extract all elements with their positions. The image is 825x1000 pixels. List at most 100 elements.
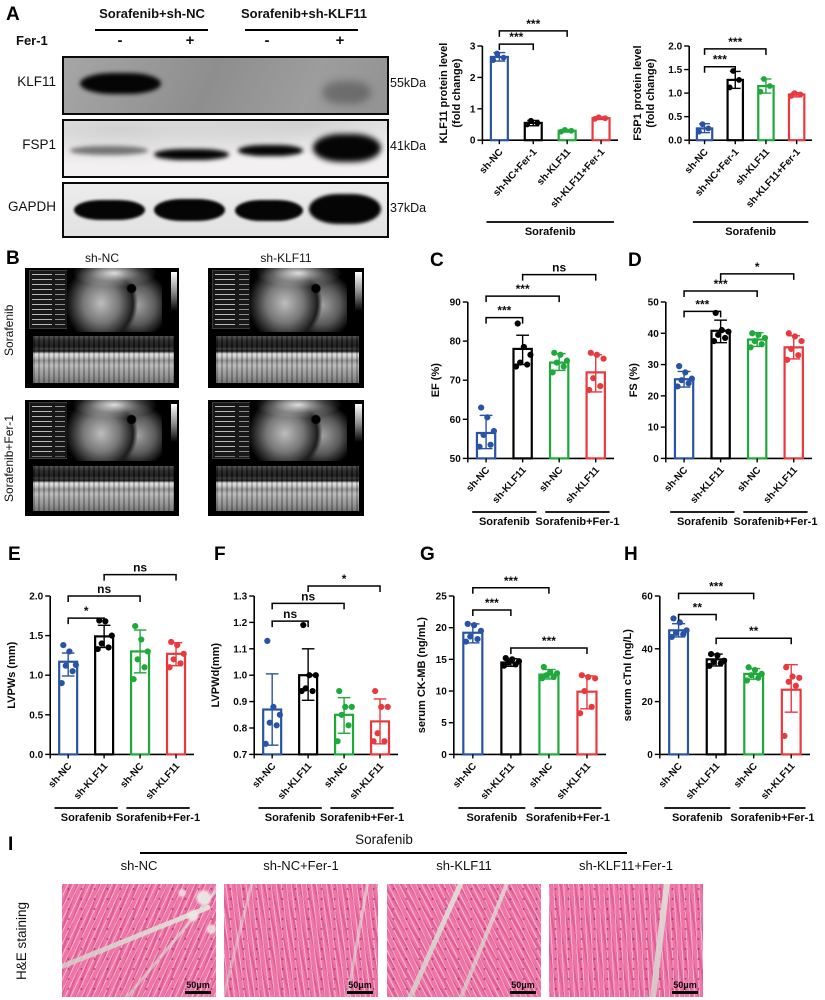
data-point: [557, 351, 564, 358]
data-point: [528, 117, 534, 124]
fer1-sign: -: [264, 32, 270, 49]
data-point: [760, 76, 767, 82]
echo-row-label: Sorafenib: [2, 304, 16, 356]
x-category-label: sh-KLF11+Fer-1: [744, 147, 803, 211]
significance-label: *: [84, 604, 89, 618]
data-point: [130, 676, 137, 683]
echo-mmode-trace: [32, 466, 174, 512]
y-tick-label: 20: [436, 623, 448, 634]
y-tick-label: 0: [647, 750, 653, 761]
blot-kda-label: 37kDa: [390, 201, 427, 215]
y-axis-title: (fold change): [645, 58, 657, 127]
data-point: [751, 338, 758, 345]
echo-measurement-overlay: [28, 401, 68, 460]
echo-column-label: sh-KLF11: [260, 251, 312, 265]
he-column-label: sh-NC: [120, 858, 158, 873]
protein-band: [235, 199, 304, 222]
significance-label: **: [693, 600, 703, 614]
data-point: [96, 617, 103, 624]
data-point: [796, 674, 803, 681]
data-point: [538, 675, 546, 682]
significance-label: ***: [504, 574, 518, 588]
significance-bracket: [498, 30, 568, 37]
significance-bracket: [67, 617, 105, 625]
bar: [705, 658, 727, 756]
protein-band: [312, 134, 381, 162]
bar: [500, 661, 522, 756]
significance-label: ***: [542, 634, 556, 648]
echo-grayscale-bar: [355, 403, 362, 442]
echo-mmode-trace: [215, 466, 359, 512]
data-point: [336, 687, 343, 695]
y-axis-title: serum cTnI (ng/L): [622, 629, 634, 722]
data-point: [715, 331, 722, 338]
panel-d-label: D: [628, 250, 642, 271]
data-point: [705, 125, 712, 132]
significance-bracket: [521, 273, 597, 281]
bar: [743, 672, 765, 756]
data-point: [761, 334, 769, 342]
echo-bmode-section: [25, 268, 179, 332]
data-point: [676, 619, 683, 626]
y-axis-title: serum CK-MB (ng/mL): [416, 617, 428, 733]
bar: [787, 93, 806, 142]
y-tick-label: 50: [450, 454, 462, 465]
x-category-label: sh-KLF11: [759, 761, 798, 802]
y-axis-title: LVPWd(mm): [210, 643, 222, 708]
significance-bracket: [67, 595, 141, 602]
fer1-sign: +: [185, 32, 195, 49]
echo-row-label: Sorafenib+Fer-1: [2, 414, 16, 502]
panel-h-label: H: [624, 544, 638, 565]
significance-bracket: [472, 609, 512, 616]
protein-band: [89, 77, 152, 90]
echocardiogram-image: [25, 400, 179, 516]
data-point: [588, 703, 595, 710]
data-point: [177, 660, 184, 667]
y-tick-label: 1.5: [668, 65, 682, 76]
data-point: [722, 334, 729, 342]
data-point: [471, 622, 478, 629]
data-point: [560, 363, 567, 370]
significance-bracket: [703, 65, 736, 73]
data-point: [524, 361, 531, 368]
x-category-label: sh-NC: [451, 761, 479, 790]
significance-bracket: [677, 613, 717, 621]
protein-band: [309, 194, 381, 224]
chart-ef: 50 60 70 80 90 EF (%) sh-NC sh-KLF11 sh-NC sh-KLF…: [428, 258, 624, 532]
chart-svg: 0.0 0.5 1.0 1.5 2.0 FSP1 protein level (fold c…: [632, 35, 812, 238]
x-category-label: sh-KLF11: [762, 465, 801, 506]
significance-label: ***: [485, 596, 499, 610]
significance-label: ***: [497, 304, 511, 318]
blot-row-name: GAPDH: [7, 199, 56, 214]
data-point: [586, 386, 593, 394]
data-point: [791, 90, 798, 96]
y-tick-label: 0.7: [233, 750, 247, 761]
y-tick-label: 40: [648, 329, 660, 340]
data-point: [524, 121, 531, 128]
data-point: [668, 633, 675, 641]
data-point: [381, 738, 388, 745]
data-point: [480, 431, 487, 439]
he-staining-image: 50μm: [549, 884, 703, 997]
data-point: [342, 703, 349, 710]
data-point: [710, 338, 718, 345]
data-point: [540, 663, 547, 671]
data-point: [166, 664, 173, 671]
scale-bar: 50μm: [672, 981, 698, 994]
x-category-label: sh-NC: [478, 147, 506, 176]
data-point: [500, 54, 507, 61]
data-point: [736, 77, 742, 83]
echo-grayscale-bar: [170, 271, 177, 312]
significance-label: ns: [283, 607, 297, 621]
significance-bracket: [498, 43, 534, 51]
data-point: [474, 635, 481, 643]
data-point: [312, 672, 319, 679]
data-point: [534, 120, 541, 126]
data-point: [309, 687, 316, 695]
echocardiogram-image: [208, 400, 364, 516]
significance-label: ns: [552, 261, 566, 275]
blot-strip-gapdh: [62, 182, 389, 238]
data-point: [789, 673, 796, 680]
